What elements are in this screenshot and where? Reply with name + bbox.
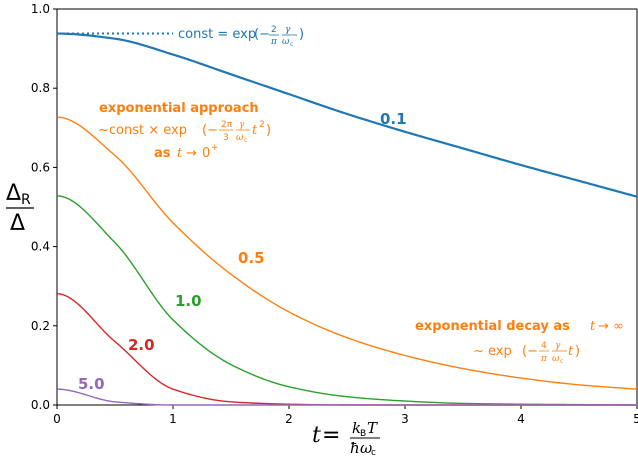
y-tick-label-1: 0.2 — [31, 319, 50, 333]
svg-text:+: + — [211, 143, 219, 153]
svg-text:k: k — [352, 419, 361, 437]
y-tick-label-4: 0.8 — [31, 81, 50, 95]
svg-text:ω: ω — [282, 37, 290, 47]
svg-text:exponential approach: exponential approach — [99, 101, 259, 116]
series-line-0.5 — [56, 116, 638, 390]
x-tick-label-5: 5 — [633, 412, 638, 426]
svg-text:ω: ω — [236, 133, 244, 143]
svg-text:ħ: ħ — [350, 439, 360, 456]
curve-label-1.0: 1.0 — [175, 292, 202, 310]
svg-text:t: t — [312, 423, 321, 448]
y-tick-label-3: 0.6 — [31, 160, 50, 174]
svg-text:ω: ω — [360, 439, 372, 456]
svg-text:(−: (− — [522, 344, 538, 359]
curve-label-5.0: 5.0 — [78, 375, 105, 393]
series-line-1.0 — [56, 195, 638, 406]
y-axis-label: Δ R Δ — [6, 181, 34, 236]
curve-label-0.1: 0.1 — [380, 110, 407, 128]
x-tick-label-4: 4 — [517, 412, 525, 426]
svg-text:t: t — [590, 319, 596, 334]
x-tick-label-1: 1 — [169, 412, 177, 426]
svg-text:): ) — [575, 344, 580, 359]
x-tick-label-0: 0 — [53, 412, 61, 426]
svg-text:→: → — [598, 319, 609, 334]
svg-text:): ) — [299, 27, 304, 42]
svg-text:2: 2 — [259, 120, 265, 130]
series-line-0.1 — [56, 32, 638, 198]
svg-text:(−: (− — [254, 27, 270, 42]
svg-text:c: c — [560, 358, 563, 365]
svg-text:c: c — [371, 448, 376, 456]
y-axis-ticks: 0.0 0.2 0.4 0.6 0.8 1.0 — [31, 2, 57, 412]
svg-text:): ) — [266, 123, 271, 138]
svg-text:t: t — [568, 344, 574, 359]
y-tick-label-2: 0.4 — [31, 240, 50, 254]
curve-label-0.5: 0.5 — [238, 249, 265, 267]
x-tick-label-2: 2 — [285, 412, 293, 426]
svg-text:∞: ∞ — [613, 319, 624, 334]
x-axis-label: t = k B T ħ ω c — [312, 419, 380, 456]
svg-text:2: 2 — [271, 25, 277, 35]
y-tick-label-5: 1.0 — [31, 2, 50, 16]
series-lines — [56, 32, 638, 406]
svg-text:γ: γ — [285, 25, 291, 35]
svg-text:0: 0 — [202, 146, 210, 161]
svg-text:Δ: Δ — [10, 211, 25, 236]
svg-text:B: B — [360, 429, 366, 439]
svg-text:as: as — [154, 146, 171, 161]
svg-text:T: T — [367, 419, 378, 437]
svg-text:π: π — [270, 37, 278, 47]
x-axis-ticks: 0 1 2 3 4 5 — [53, 405, 638, 426]
svg-text:~ exp: ~ exp — [473, 344, 512, 359]
svg-text:const = exp: const = exp — [178, 27, 256, 42]
svg-text:=: = — [322, 423, 340, 448]
svg-text:ω: ω — [552, 354, 560, 364]
y-tick-label-0: 0.0 — [31, 398, 50, 412]
svg-text:exponential decay as: exponential decay as — [415, 319, 570, 334]
svg-text:c: c — [290, 41, 293, 48]
svg-text:c: c — [244, 137, 247, 144]
svg-text:~const × exp: ~const × exp — [98, 123, 187, 138]
series-line-5.0 — [56, 388, 637, 406]
x-tick-label-3: 3 — [401, 412, 409, 426]
svg-text:R: R — [21, 192, 31, 208]
svg-text:2π: 2π — [221, 120, 233, 130]
curve-label-2.0: 2.0 — [128, 336, 155, 354]
svg-text:π: π — [540, 354, 548, 364]
svg-text:γ: γ — [555, 341, 561, 351]
svg-text:t: t — [252, 123, 258, 138]
svg-text:→: → — [186, 146, 197, 161]
svg-text:Δ: Δ — [6, 181, 21, 206]
decay-annotation: exponential decay as t → ∞ ~ exp (− 4 π … — [415, 319, 624, 365]
approach-annotation: exponential approach ~const × exp (− 2π … — [98, 101, 271, 161]
const-annotation: const = exp (− 2 π γ ω c ) — [178, 25, 304, 48]
svg-text:3: 3 — [223, 133, 229, 143]
svg-text:t: t — [177, 146, 183, 161]
svg-text:4: 4 — [541, 341, 547, 351]
svg-text:γ: γ — [239, 120, 245, 130]
svg-text:(−: (− — [202, 123, 218, 138]
